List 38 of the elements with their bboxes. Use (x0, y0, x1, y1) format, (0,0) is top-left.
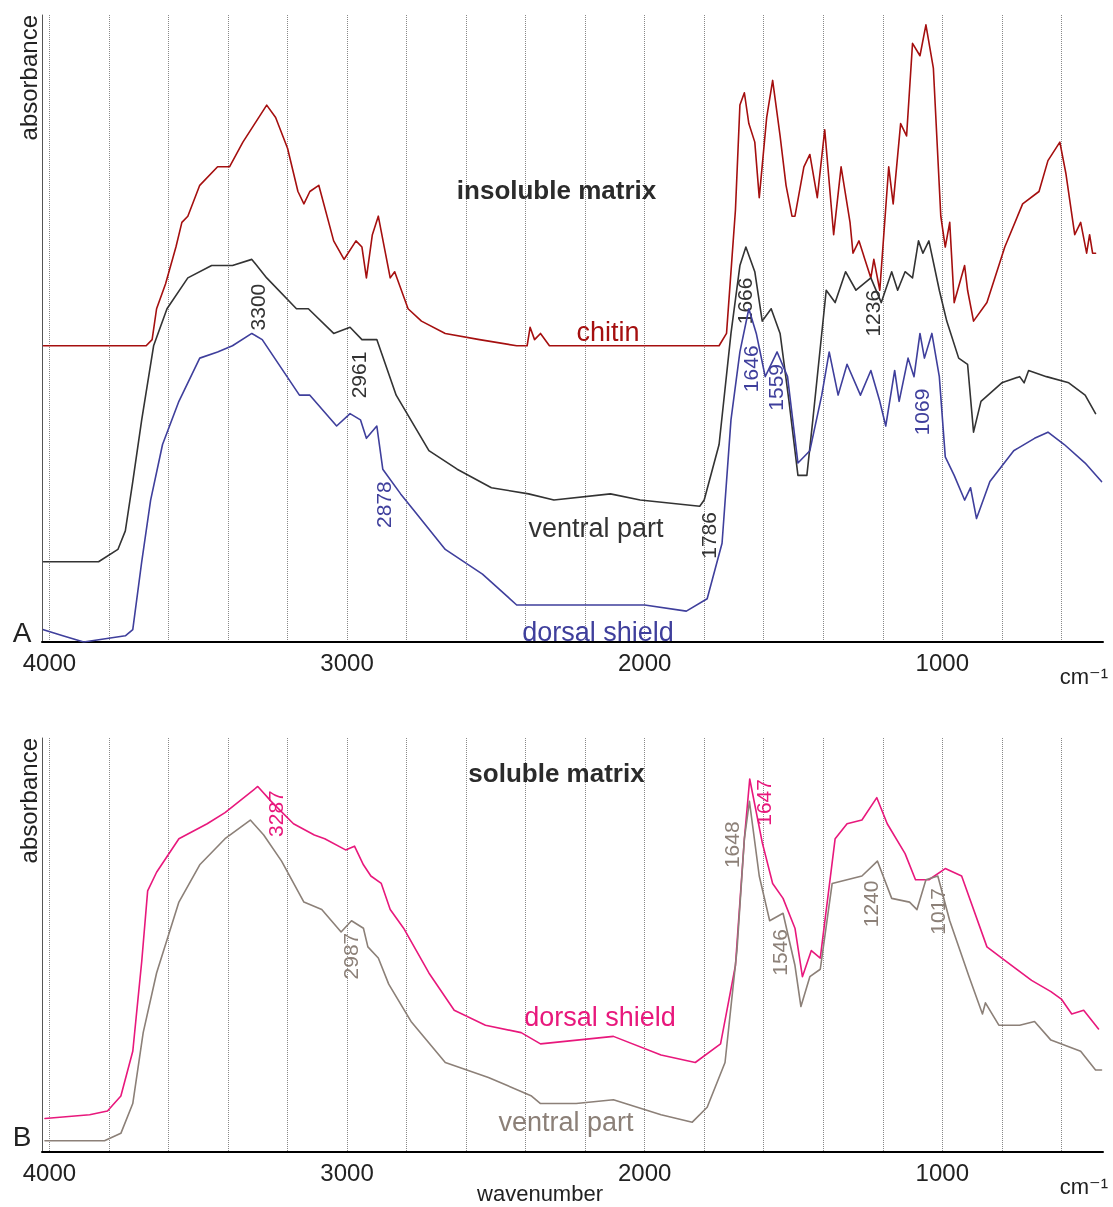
y-axis-title: absorbance (14, 15, 42, 141)
x-tick-label: 3000 (320, 1158, 374, 1186)
x-tick-label: 1000 (915, 1158, 969, 1186)
series-label: ventral part (498, 1107, 635, 1137)
series-label: dorsal shield (524, 1002, 676, 1032)
x-tick-label: 3000 (320, 648, 374, 676)
series-label: ventral part (528, 513, 665, 543)
annotation: 1236 (860, 289, 884, 337)
annotation: 2961 (347, 351, 371, 399)
annotation: 1648 (719, 821, 743, 869)
annotation: 1546 (768, 929, 792, 976)
annotation: 1240 (859, 880, 883, 928)
annotation: 1017 (925, 888, 949, 935)
x-tick-label: 4000 (22, 648, 77, 676)
text: wavenumber (476, 1180, 603, 1206)
annotation: 2878 (371, 481, 395, 528)
annotation: 1666 (732, 277, 756, 325)
x-axis-title: cm⁻¹ (1059, 1173, 1108, 1199)
annotation: 1647 (752, 779, 776, 826)
annotation: 1069 (910, 388, 934, 436)
text: B (12, 1120, 32, 1152)
text: A (12, 616, 32, 648)
series-label: chitin (576, 317, 640, 347)
annotation: 1786 (696, 512, 720, 559)
y-axis-title: absorbance (14, 738, 42, 864)
x-tick-label: 2000 (617, 1158, 672, 1186)
annotation: 1559 (764, 363, 788, 411)
text: insoluble matrix (456, 175, 657, 205)
chart-title: soluble matrix (468, 758, 646, 788)
x-tick-label: 2000 (617, 648, 672, 676)
x-axis-title: cm⁻¹ (1059, 663, 1108, 689)
x-tick-label: 1000 (915, 648, 969, 676)
annotation: 3287 (264, 790, 288, 837)
annotation: 3300 (246, 283, 270, 331)
annotation: 1646 (738, 345, 762, 393)
annotation: 2987 (339, 932, 363, 980)
series-label: dorsal shield (522, 617, 674, 647)
x-tick-label: 4000 (22, 1158, 77, 1186)
